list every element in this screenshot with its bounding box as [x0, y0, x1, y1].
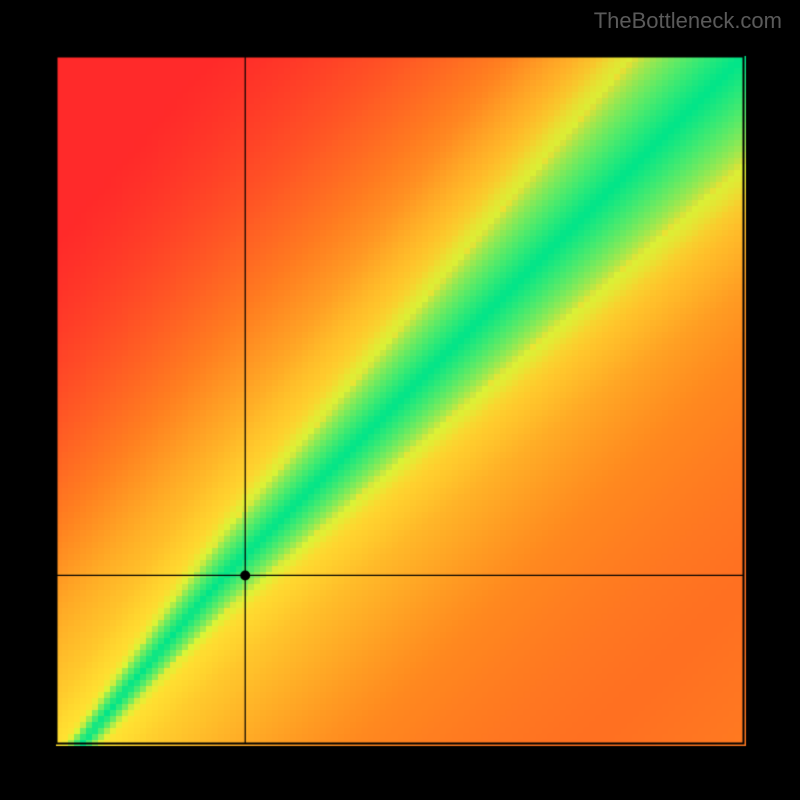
watermark-text: TheBottleneck.com — [594, 8, 782, 34]
heatmap-canvas — [0, 0, 800, 800]
